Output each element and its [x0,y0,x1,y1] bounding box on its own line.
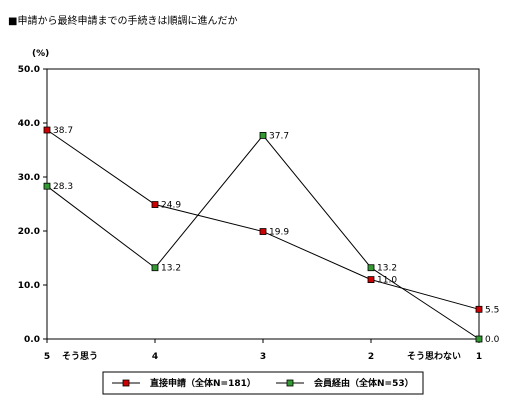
y-axis-ticks: 0.0 10.0 20.0 30.0 40.0 50.0 [18,65,47,345]
series-line [46,134,480,340]
data-label: 0.0 [485,335,500,345]
data-point-marker [367,264,375,272]
data-point-marker [259,228,267,235]
y-tick-label: 40.0 [18,119,40,129]
data-label: 37.7 [269,131,289,141]
data-point-marker [151,201,159,208]
x-tick-label: 2 [368,352,374,362]
data-point-marker [475,335,483,343]
data-label: 38.7 [53,126,73,136]
x-tick-label: 4 [152,352,158,362]
y-tick-label: 0.0 [24,335,40,345]
legend-box [102,371,424,395]
legend: 直接申請（全体N=181） 会員経由（全体N=53） [102,371,424,395]
legend-label: 直接申請（全体N=181） [150,377,256,389]
data-label: 5.5 [485,305,499,315]
data-point-marker [151,264,159,272]
data-point-marker [475,305,483,313]
data-label: 13.2 [377,264,397,274]
y-tick-label: 50.0 [18,65,40,75]
legend-items: 直接申請（全体N=181） 会員経由（全体N=53） [112,377,414,389]
legend-label: 会員経由（全体N=53） [314,377,414,389]
y-tick-label: 20.0 [18,227,40,237]
data-point-marker [43,182,51,190]
data-point-marker [259,132,267,139]
series-line [46,129,480,310]
x-tick-label: 5 [44,352,50,362]
data-label: 13.2 [161,264,181,274]
plot-area [46,68,480,340]
data-point-marker [43,126,51,134]
y-axis-unit-label: (%) [32,49,49,59]
legend-marker [122,379,130,387]
x-tick-label: 1 [476,352,482,362]
data-label: 28.3 [53,182,73,192]
x-annotation-right: そう思わない [407,351,461,362]
data-label: 11.0 [377,276,397,286]
x-tick-label: 3 [260,352,266,362]
data-point-marker [367,276,375,284]
series-layer: 38.7 24.9 19.9 11.0 5.5 28.3 13.2 37.7 13.2 0.0 [43,126,500,345]
y-tick-label: 10.0 [18,281,40,291]
legend-marker [286,379,294,387]
chart-title: ■申請から最終申請までの手続きは順調に進んだか [8,14,237,27]
data-label: 19.9 [269,228,289,238]
data-label: 24.9 [161,201,181,211]
y-tick-label: 30.0 [18,173,40,183]
x-annotation-left: そう思う [62,351,98,362]
